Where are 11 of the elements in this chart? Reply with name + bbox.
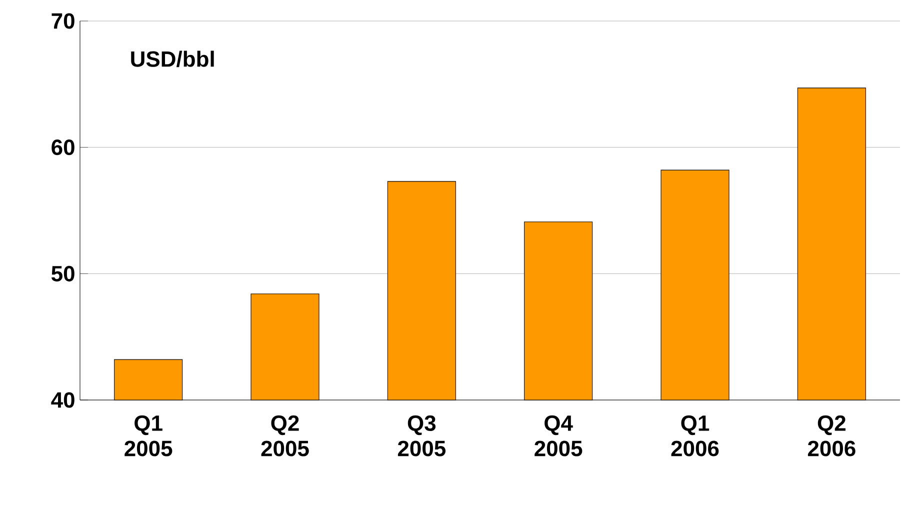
x-tick-label: Q2 2006 bbox=[808, 415, 856, 456]
y-tick-label: 50 bbox=[51, 266, 74, 282]
x-tick-label: Q3 2005 bbox=[398, 415, 446, 456]
y-tick-label: 40 bbox=[51, 392, 74, 408]
x-tick-label: Q4 2005 bbox=[534, 415, 582, 456]
y-axis-title: USD/bbl bbox=[131, 50, 214, 68]
y-tick-label: 70 bbox=[52, 13, 74, 29]
y-tick-label: 60 bbox=[52, 140, 74, 156]
x-tick-label: Q1 2005 bbox=[124, 415, 172, 456]
x-tick-label: Q2 2005 bbox=[261, 415, 309, 456]
x-tick-label: Q1 2006 bbox=[671, 415, 719, 456]
